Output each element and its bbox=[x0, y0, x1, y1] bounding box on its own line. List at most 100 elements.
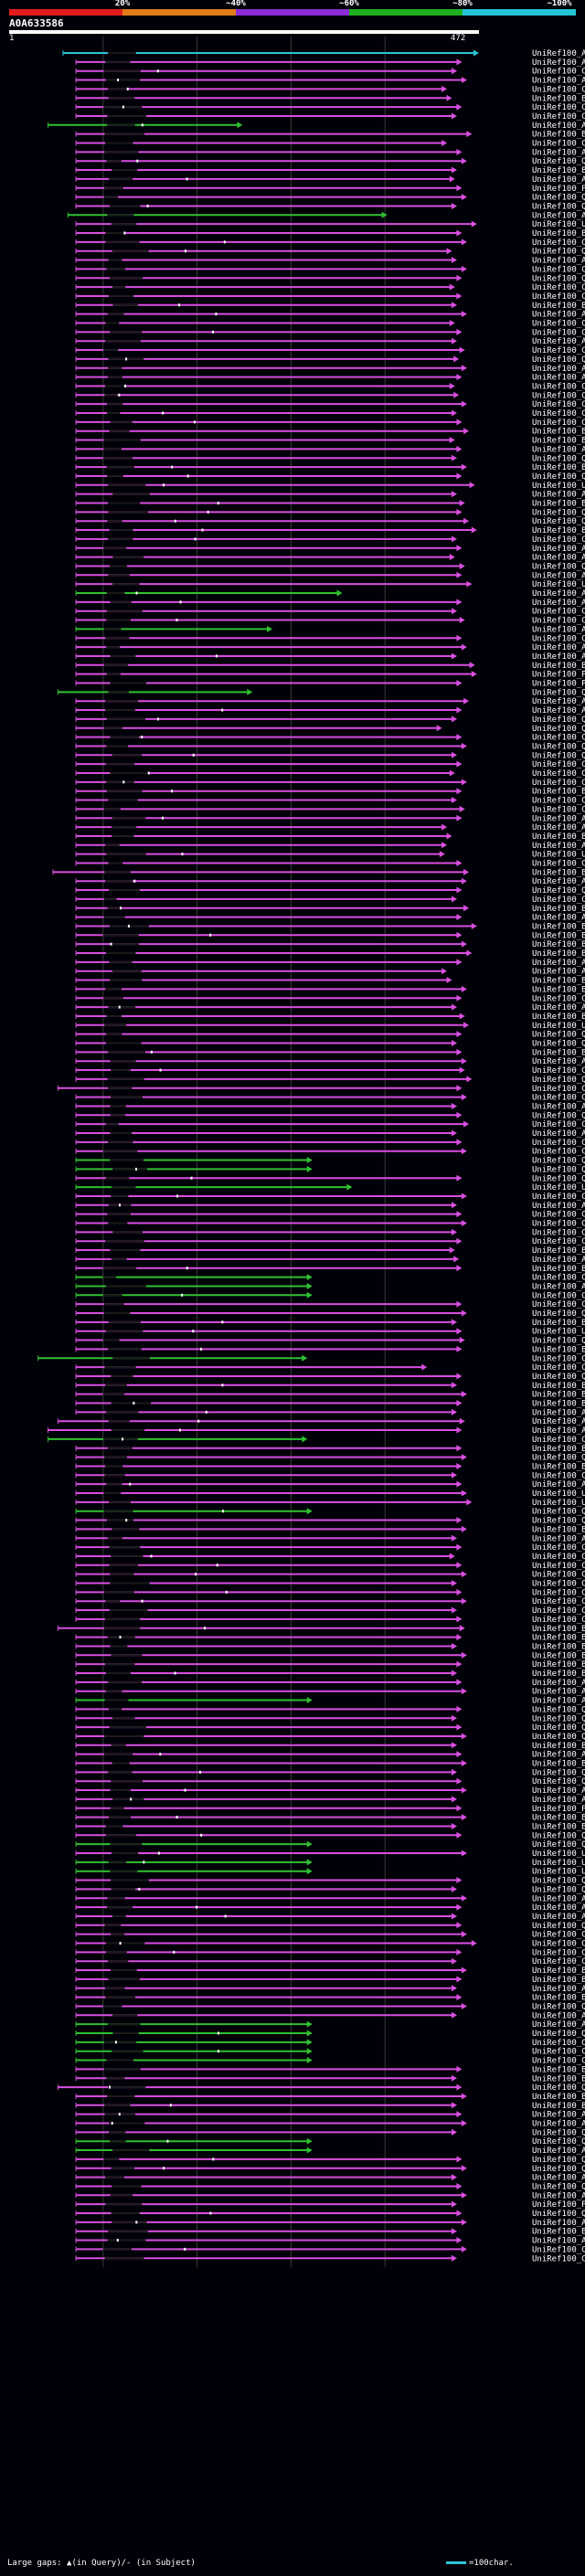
hit-gap-3 bbox=[105, 79, 141, 81]
hit-gap-103 bbox=[110, 979, 143, 981]
hit-label-172: UniRef100_C1HCC6 bbox=[532, 1597, 585, 1606]
hit-arrow-235 bbox=[461, 2165, 467, 2172]
hit-gap-65 bbox=[105, 637, 130, 640]
hit-gap-32 bbox=[105, 340, 142, 343]
hit-label-234: UniRef100_Q1LJ82 bbox=[532, 2156, 585, 2165]
hit-gap-207 bbox=[112, 1914, 126, 1917]
percent-label-3: ~80% bbox=[452, 0, 473, 8]
hit-gap-227 bbox=[107, 2094, 135, 2097]
hit-gap-107 bbox=[106, 1014, 122, 1017]
hit-label-112: UniRef100_A3W236 bbox=[532, 1057, 585, 1066]
hit-gap-120 bbox=[110, 1132, 133, 1134]
hit-label-191: UniRef100_Q38W84 bbox=[532, 1768, 585, 1777]
hit-arrow-163 bbox=[456, 1517, 463, 1524]
hit-insert-marker-98 bbox=[209, 933, 212, 937]
hit-arrow-47 bbox=[456, 472, 463, 480]
hit-arrow-48 bbox=[469, 482, 475, 489]
hit-insert-marker-22 bbox=[184, 249, 186, 253]
hit-insert-marker-4 bbox=[126, 87, 129, 90]
hit-label-166: UniRef100_C8QZY1 bbox=[532, 1543, 585, 1553]
hit-arrow-206 bbox=[456, 1903, 463, 1911]
hit-gap-237 bbox=[112, 2185, 142, 2188]
hit-arrow-227 bbox=[461, 2093, 467, 2100]
hit-gap-86 bbox=[112, 826, 137, 829]
hit-gap-40 bbox=[107, 412, 121, 414]
hit-arrow-87 bbox=[446, 832, 452, 840]
hit-label-199: UniRef100_Q8S9B8 bbox=[532, 1840, 585, 1850]
hit-arrow-50 bbox=[459, 500, 465, 506]
hit-insert-marker-194 bbox=[130, 1797, 133, 1801]
hit-arrow-236 bbox=[451, 2174, 457, 2181]
hit-arrow-123 bbox=[306, 1157, 313, 1164]
hit-insert-marker-51 bbox=[207, 510, 209, 514]
hit-label-209: UniRef100_C6DQY8 bbox=[532, 1931, 585, 1940]
hit-arrow-204 bbox=[451, 1885, 457, 1892]
hit-label-221: UniRef100_C3FDU7 bbox=[532, 2039, 585, 2048]
hit-insert-marker-50 bbox=[217, 502, 219, 504]
hit-gap-33 bbox=[102, 349, 119, 352]
hit-gap-143 bbox=[102, 1339, 120, 1341]
hit-arrow-16 bbox=[461, 194, 467, 201]
hit-label-190: UniRef100_B1HUD0 bbox=[532, 1760, 585, 1769]
hit-arrow-201 bbox=[306, 1859, 313, 1866]
hit-label-237: UniRef100_Q6LIN4 bbox=[532, 2182, 585, 2191]
hit-insert-marker-92 bbox=[133, 879, 136, 883]
hit-arrow-245 bbox=[451, 2254, 457, 2262]
hit-label-79: UniRef100_C9KNN3 bbox=[532, 760, 585, 769]
hit-arrow-114 bbox=[466, 1076, 473, 1083]
hit-insert-marker-128 bbox=[119, 1203, 122, 1207]
hit-arrow-72 bbox=[463, 697, 470, 705]
hit-gap-113 bbox=[111, 1069, 131, 1072]
hit-gap-91 bbox=[104, 871, 131, 874]
hit-gap-18 bbox=[107, 214, 134, 217]
hit-arrow-185 bbox=[451, 1714, 457, 1722]
hit-insert-marker-189 bbox=[159, 1753, 162, 1756]
hit-arrow-131 bbox=[451, 1228, 457, 1235]
hit-label-231: UniRef100_Q8DH76 bbox=[532, 2128, 585, 2137]
hit-label-144: UniRef100_B1XVU0 bbox=[532, 1345, 585, 1354]
hit-arrow-121 bbox=[456, 1139, 463, 1146]
hit-arrow-20 bbox=[456, 229, 463, 237]
hit-gap-109 bbox=[106, 1033, 122, 1035]
hit-arrow-194 bbox=[451, 1796, 457, 1803]
hit-arrow-15 bbox=[456, 185, 463, 192]
hit-gap-214 bbox=[108, 1977, 140, 1980]
hit-label-193: UniRef100_A7ZPH5 bbox=[532, 1786, 585, 1796]
hit-insert-marker-172 bbox=[141, 1599, 144, 1603]
hit-arrow-6 bbox=[456, 103, 463, 111]
hit-arrow-218 bbox=[451, 2011, 457, 2019]
percent-segment-1 bbox=[122, 9, 236, 16]
hit-label-69: UniRef100_P17631 bbox=[532, 671, 585, 680]
hit-arrow-159 bbox=[456, 1480, 463, 1488]
hit-arrow-60 bbox=[336, 589, 343, 597]
hit-label-82: UniRef100_B0K3X9 bbox=[532, 788, 585, 797]
hit-gap-142 bbox=[105, 1330, 144, 1332]
hit-gap-119 bbox=[105, 1123, 119, 1126]
hit-insert-marker-28 bbox=[177, 303, 180, 307]
hit-label-7: UniRef100_C5VDG7 bbox=[532, 112, 585, 122]
hit-arrow-208 bbox=[456, 1922, 463, 1929]
hit-insert-marker-243 bbox=[116, 2239, 119, 2242]
hit-arrow-96 bbox=[456, 914, 463, 921]
hit-arrow-169 bbox=[461, 1571, 467, 1578]
hit-arrow-83 bbox=[451, 797, 457, 804]
hit-label-163: UniRef100_Q0CL54 bbox=[532, 1517, 585, 1526]
hit-gap-102 bbox=[112, 970, 142, 972]
hit-gap-67 bbox=[110, 654, 136, 657]
hit-label-238: UniRef100_A1KC30 bbox=[532, 2191, 585, 2200]
hit-label-57: UniRef100_Q8RHQ3 bbox=[532, 562, 585, 571]
hit-arrow-189 bbox=[456, 1751, 463, 1758]
hit-gap-193 bbox=[110, 1789, 131, 1792]
hit-label-214: UniRef100_B4M5U7 bbox=[532, 1976, 585, 1985]
hit-insert-marker-234 bbox=[212, 2157, 215, 2161]
hit-gap-188 bbox=[111, 1744, 126, 1746]
hit-label-236: UniRef100_A6T4P3 bbox=[532, 2174, 585, 2183]
hit-arrow-238 bbox=[461, 2191, 467, 2199]
hit-insert-marker-232 bbox=[166, 2139, 169, 2143]
hit-arrow-108 bbox=[463, 1022, 470, 1029]
hit-label-240: UniRef100_Q05646 bbox=[532, 2210, 585, 2219]
hit-gap-48 bbox=[108, 483, 146, 486]
hit-label-203: UniRef100_Q3HPB9 bbox=[532, 1877, 585, 1886]
hit-insert-marker-125 bbox=[190, 1176, 193, 1180]
hit-gap-85 bbox=[112, 817, 146, 820]
